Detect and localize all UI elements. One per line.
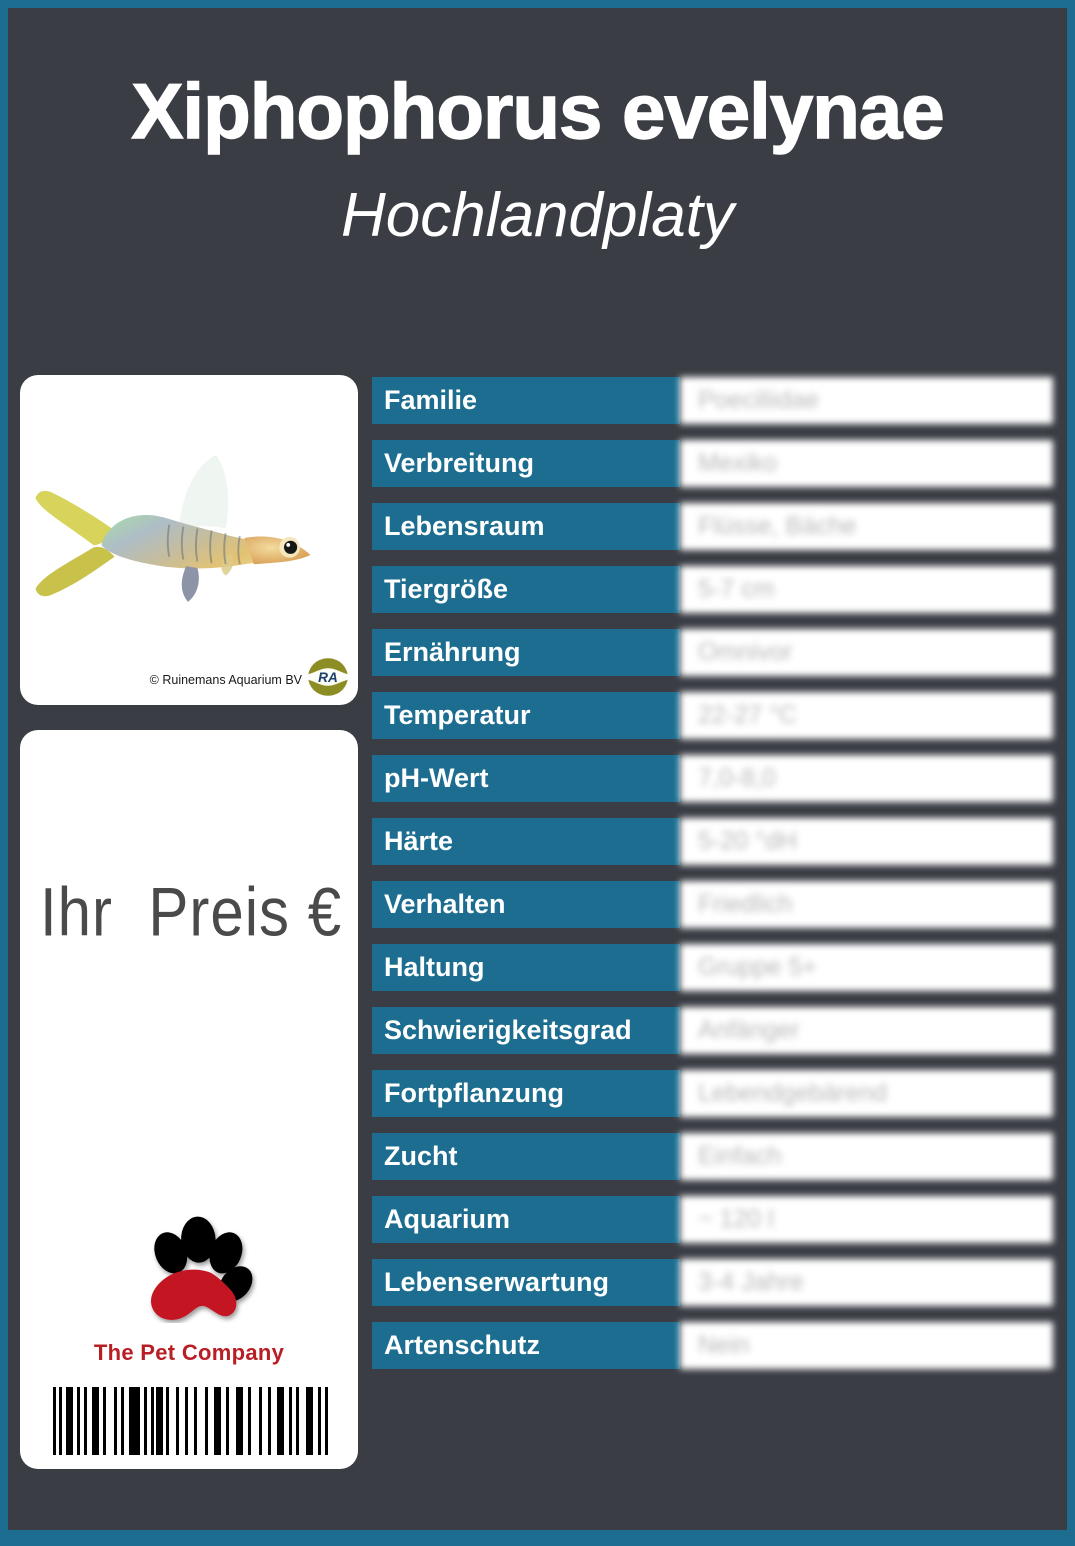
svg-text:RA: RA (318, 670, 338, 685)
